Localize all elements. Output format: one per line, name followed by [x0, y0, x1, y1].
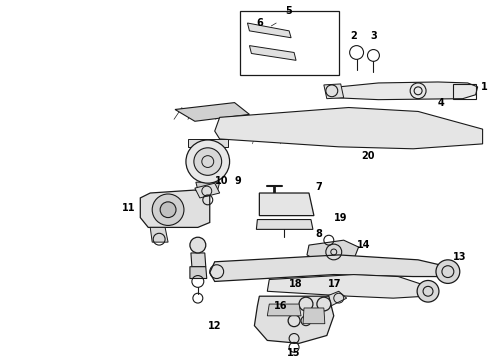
- Polygon shape: [324, 84, 343, 99]
- Text: 10: 10: [215, 176, 228, 186]
- Text: 19: 19: [334, 212, 347, 222]
- Polygon shape: [268, 275, 428, 298]
- Text: 5: 5: [285, 6, 292, 16]
- Polygon shape: [210, 255, 448, 282]
- Ellipse shape: [436, 260, 460, 283]
- Text: 7: 7: [316, 182, 322, 192]
- Text: 8: 8: [316, 229, 322, 239]
- Polygon shape: [254, 296, 334, 343]
- Polygon shape: [303, 308, 325, 324]
- Text: 9: 9: [234, 176, 241, 186]
- Polygon shape: [195, 183, 220, 198]
- Polygon shape: [259, 193, 314, 216]
- Text: 20: 20: [362, 151, 375, 161]
- Text: 17: 17: [328, 279, 342, 289]
- Polygon shape: [196, 182, 220, 190]
- Text: 4: 4: [438, 98, 444, 108]
- Ellipse shape: [288, 315, 300, 327]
- Polygon shape: [191, 253, 206, 267]
- Text: 14: 14: [357, 240, 370, 250]
- Text: 12: 12: [208, 321, 221, 331]
- Text: 6: 6: [256, 18, 263, 28]
- Text: 1: 1: [481, 82, 488, 92]
- Text: 3: 3: [370, 31, 377, 41]
- Polygon shape: [190, 267, 207, 279]
- Ellipse shape: [160, 202, 176, 217]
- Polygon shape: [247, 23, 291, 38]
- Polygon shape: [249, 46, 296, 60]
- Polygon shape: [150, 228, 168, 242]
- Ellipse shape: [194, 148, 221, 175]
- Polygon shape: [322, 291, 346, 306]
- Text: 18: 18: [289, 279, 303, 289]
- Polygon shape: [140, 190, 210, 228]
- Text: 11: 11: [122, 203, 135, 213]
- Polygon shape: [215, 108, 483, 149]
- Text: 13: 13: [453, 252, 466, 262]
- Polygon shape: [327, 82, 478, 100]
- Ellipse shape: [317, 297, 331, 311]
- Ellipse shape: [152, 194, 184, 225]
- Text: 2: 2: [350, 31, 357, 41]
- Ellipse shape: [186, 140, 230, 183]
- Ellipse shape: [299, 297, 313, 311]
- Polygon shape: [175, 103, 249, 121]
- Ellipse shape: [190, 237, 206, 253]
- Polygon shape: [268, 304, 301, 316]
- Text: 15: 15: [287, 348, 301, 358]
- Ellipse shape: [417, 280, 439, 302]
- Text: 16: 16: [274, 301, 288, 311]
- Polygon shape: [188, 139, 228, 147]
- Polygon shape: [256, 220, 313, 229]
- Polygon shape: [307, 240, 359, 262]
